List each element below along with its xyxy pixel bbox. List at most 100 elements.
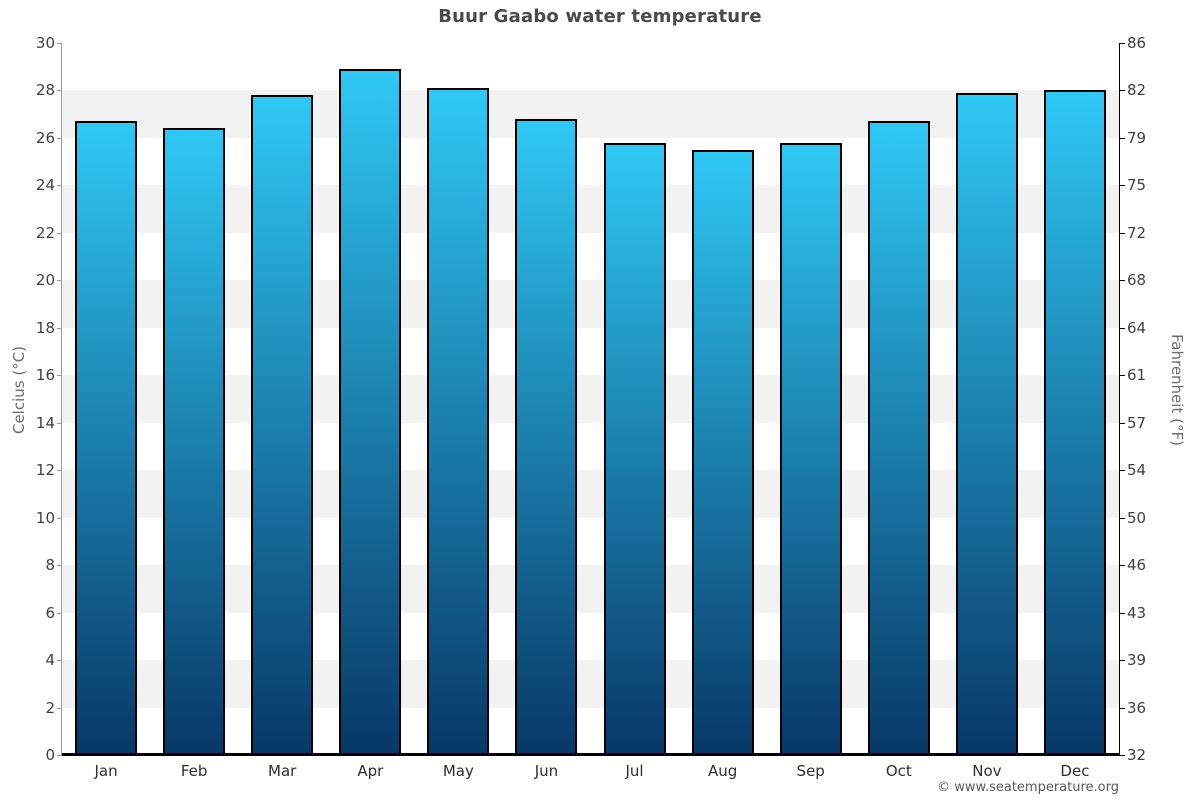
- grid-band: [62, 707, 1119, 756]
- right-axis-tick: [1120, 90, 1125, 92]
- x-label-dec: Dec: [1060, 762, 1090, 780]
- y-tick-label-celsius-12: 12: [35, 461, 55, 480]
- y-tick-label-celsius-2: 2: [45, 698, 55, 717]
- y-tick-label-fahrenheit-46: 46: [1127, 556, 1147, 575]
- bar-jun: [515, 118, 578, 755]
- x-label-sep: Sep: [796, 762, 825, 780]
- x-label-apr: Apr: [357, 762, 384, 780]
- x-label-jul: Jul: [625, 762, 644, 780]
- bar-apr: [339, 69, 402, 755]
- y-tick-label-fahrenheit-64: 64: [1127, 318, 1147, 337]
- y-tick-label-celsius-14: 14: [35, 413, 55, 432]
- left-axis-tick: [57, 565, 61, 567]
- y-tick-label-fahrenheit-54: 54: [1127, 461, 1147, 480]
- right-axis-tick: [1120, 185, 1125, 187]
- y-tick-label-celsius-22: 22: [35, 223, 55, 242]
- right-axis-tick: [1120, 137, 1125, 139]
- y-tick-label-celsius-30: 30: [35, 34, 55, 52]
- grid-band: [62, 90, 1119, 139]
- right-axis-tick: [1120, 43, 1125, 44]
- y-tick-label-fahrenheit-36: 36: [1127, 698, 1147, 717]
- y-tick-label-fahrenheit-79: 79: [1127, 128, 1147, 147]
- y-tick-label-fahrenheit-39: 39: [1127, 651, 1147, 670]
- grid-band: [62, 565, 1119, 614]
- left-axis-tick: [57, 43, 61, 44]
- left-axis-tick: [57, 470, 61, 472]
- y-tick-label-fahrenheit-50: 50: [1127, 508, 1147, 527]
- right-axis-tick: [1120, 707, 1125, 709]
- right-axis-tick: [1120, 565, 1125, 567]
- left-axis-tick: [57, 327, 61, 329]
- bar-oct: [867, 121, 930, 755]
- left-axis-tick: [57, 137, 61, 139]
- right-axis-tick: [1120, 422, 1125, 424]
- y-tick-label-fahrenheit-86: 86: [1127, 34, 1147, 52]
- y-tick-label-fahrenheit-43: 43: [1127, 603, 1147, 622]
- y-tick-label-celsius-18: 18: [35, 318, 55, 337]
- left-axis-tick: [57, 707, 61, 709]
- grid-band: [62, 185, 1119, 234]
- left-axis-tick: [57, 280, 61, 282]
- y-tick-label-fahrenheit-57: 57: [1127, 413, 1147, 432]
- y-tick-label-fahrenheit-68: 68: [1127, 271, 1147, 290]
- right-axis-tick: [1120, 232, 1125, 234]
- bar-aug: [691, 149, 754, 755]
- y-tick-label-celsius-0: 0: [45, 746, 55, 764]
- x-label-mar: Mar: [268, 762, 297, 780]
- right-axis-line: [1119, 43, 1120, 756]
- y-tick-label-celsius-4: 4: [45, 651, 55, 670]
- bar-jul: [603, 142, 666, 755]
- y-tick-label-celsius-8: 8: [45, 556, 55, 575]
- right-axis-tick: [1120, 280, 1125, 282]
- y-tick-label-fahrenheit-75: 75: [1127, 176, 1147, 195]
- bar-sep: [779, 142, 842, 755]
- bar-may: [427, 88, 490, 755]
- right-axis-tick: [1120, 517, 1125, 519]
- y-tick-label-fahrenheit-61: 61: [1127, 366, 1147, 385]
- grid-band: [62, 375, 1119, 424]
- bar-dec: [1043, 90, 1106, 755]
- right-axis-tick: [1120, 375, 1125, 377]
- x-label-oct: Oct: [885, 762, 912, 780]
- right-axis-tick: [1120, 470, 1125, 472]
- right-axis-tick: [1120, 660, 1125, 662]
- y-tick-label-celsius-10: 10: [35, 508, 55, 527]
- grid-band: [62, 232, 1119, 282]
- left-axis-tick: [57, 612, 61, 614]
- bar-nov: [955, 92, 1018, 755]
- grid-band: [62, 517, 1119, 567]
- chart-title: Buur Gaabo water temperature: [438, 6, 762, 27]
- y-tick-label-celsius-6: 6: [45, 603, 55, 622]
- x-label-jun: Jun: [534, 762, 559, 780]
- left-axis-tick: [57, 660, 61, 662]
- bar-jan: [75, 121, 138, 755]
- bar-mar: [251, 95, 314, 755]
- y-tick-label-celsius-26: 26: [35, 128, 55, 147]
- grid-band: [62, 137, 1119, 187]
- y-tick-label-celsius-16: 16: [35, 366, 55, 385]
- y-tick-label-celsius-24: 24: [35, 176, 55, 195]
- grid-band: [62, 470, 1119, 519]
- grid-band: [62, 43, 1119, 92]
- bottom-axis-line: [62, 753, 1120, 756]
- copyright-text: © www.seatemperature.org: [937, 780, 1119, 795]
- x-label-jan: Jan: [94, 762, 118, 780]
- y-tick-label-celsius-20: 20: [35, 271, 55, 290]
- grid-band: [62, 660, 1119, 709]
- right-axis-tick: [1120, 755, 1125, 756]
- y-tick-label-fahrenheit-32: 32: [1127, 746, 1147, 764]
- y-tick-label-fahrenheit-82: 82: [1127, 81, 1147, 100]
- y-tick-label-fahrenheit-72: 72: [1127, 223, 1147, 242]
- x-label-may: May: [442, 762, 474, 780]
- right-axis-tick: [1120, 612, 1125, 614]
- left-axis-tick: [57, 422, 61, 424]
- grid-band: [62, 327, 1119, 377]
- y-tick-label-celsius-28: 28: [35, 81, 55, 100]
- left-axis-tick: [57, 90, 61, 92]
- right-axis-tick: [1120, 327, 1125, 329]
- bar-feb: [163, 128, 226, 755]
- left-axis-tick: [57, 755, 61, 756]
- grid-band: [62, 280, 1119, 329]
- x-label-nov: Nov: [972, 762, 1002, 780]
- left-axis-tick: [57, 517, 61, 519]
